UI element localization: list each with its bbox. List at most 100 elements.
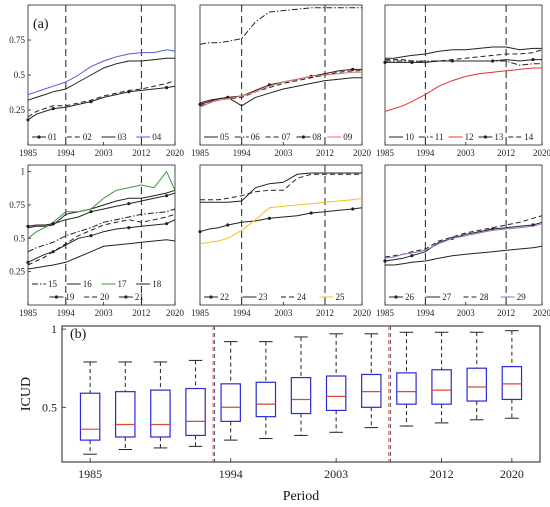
series-point-19 <box>165 222 169 226</box>
x-tick-label: 1985 <box>19 308 38 318</box>
legend-label-25: 25 <box>336 292 346 302</box>
series-line-03 <box>27 57 175 101</box>
box-iqr <box>255 381 277 418</box>
series-point-22 <box>267 216 272 220</box>
x-tick-label: 2020 <box>353 308 372 318</box>
series-point-08 <box>351 67 355 71</box>
series-line-04 <box>27 49 176 96</box>
x-tick-label: 1994 <box>219 467 243 481</box>
x-tick-label: 2020 <box>533 148 550 158</box>
boxplot-panel: 1985 1994 2003 2012 2020 0.5 1 Period ICUD <box>19 322 541 504</box>
box-1985 <box>79 361 101 455</box>
legend-marker-01 <box>37 135 41 139</box>
x-tick-label: 2012 <box>316 308 334 318</box>
x-tick-label: 2012 <box>430 467 454 481</box>
series-point-21 <box>89 210 93 214</box>
box-1994 <box>220 341 241 441</box>
legend-label-03: 03 <box>118 132 128 142</box>
box-iqr <box>501 366 523 401</box>
series-point-21 <box>51 222 55 226</box>
legend-label-23: 23 <box>259 292 269 302</box>
line-panel-6: 1985 1994 2003 2012 2020 26 27 28 29 <box>376 164 550 318</box>
y-tick-label: 0.25 <box>9 105 25 115</box>
legend-label-27: 27 <box>442 292 452 302</box>
x-tick-label: 1994 <box>416 148 435 158</box>
legend-label-05: 05 <box>220 132 230 142</box>
y-tick-label: 0.75 <box>9 35 25 45</box>
series-line-26 <box>384 221 543 262</box>
legend-label-01: 01 <box>48 132 57 142</box>
series-line-08 <box>199 68 362 105</box>
series-line-09 <box>199 71 362 108</box>
series-line-01 <box>27 85 176 121</box>
x-tick-label: 1985 <box>78 467 102 481</box>
legend-label-16: 16 <box>83 279 93 289</box>
series-line-13 <box>385 59 542 63</box>
panel-label-a: (a) <box>33 17 49 32</box>
legend-label-07: 07 <box>282 132 292 142</box>
x-tick-label: 2003 <box>274 148 293 158</box>
x-tick-label: 1994 <box>233 308 252 318</box>
series-line-16 <box>27 189 176 229</box>
x-tick-label: 1985 <box>19 148 38 158</box>
series-line-07 <box>199 70 362 107</box>
x-tick-label: 2012 <box>316 148 334 158</box>
x-tick-label: 1994 <box>233 148 252 158</box>
series-line-24 <box>200 173 362 201</box>
y-tick-label: 1 <box>51 322 57 336</box>
series-line-10 <box>385 46 542 59</box>
series-point-01 <box>51 107 55 111</box>
series-line-19 <box>27 219 176 263</box>
legend-label-08: 08 <box>312 132 322 142</box>
legend-marker-22 <box>209 295 213 299</box>
box-iqr <box>185 387 206 437</box>
x-tick-label: 2003 <box>274 308 293 318</box>
legend-label-14: 14 <box>524 132 534 142</box>
series-point-13 <box>410 60 414 64</box>
series-point-26 <box>410 254 414 258</box>
panel-frame <box>27 4 176 146</box>
series-point-19 <box>26 260 30 264</box>
legend-label-17: 17 <box>118 279 128 289</box>
y-tick-label: 0.5 <box>14 233 26 243</box>
series-point-22 <box>351 207 355 211</box>
box-2003 <box>325 333 347 433</box>
series-point-19 <box>89 234 93 238</box>
x-tick-label: 2020 <box>353 148 372 158</box>
legend-label-24: 24 <box>297 292 307 302</box>
legend-marker-19 <box>54 295 58 299</box>
x-tick-label: 1994 <box>416 308 435 318</box>
legend-label-06: 06 <box>251 132 260 142</box>
legend-label-22: 22 <box>220 292 229 302</box>
series-line-06 <box>199 7 362 45</box>
box-iqr <box>396 372 417 405</box>
x-tick-label: 2003 <box>457 308 476 318</box>
series-line-25 <box>199 197 363 245</box>
series-point-01 <box>26 118 30 122</box>
y-tick-label: 0.25 <box>9 267 25 277</box>
y-tick-label: 0.75 <box>9 200 25 210</box>
box-iqr <box>431 369 452 405</box>
x-tick-label: 2003 <box>95 148 114 158</box>
box-iqr <box>114 391 136 438</box>
series-line-22 <box>199 207 363 233</box>
series-line-23 <box>200 172 362 203</box>
series-point-22 <box>309 211 313 215</box>
legend-label-04: 04 <box>152 132 162 142</box>
x-tick-label: 2003 <box>324 467 348 481</box>
legend-label-19: 19 <box>65 292 75 302</box>
x-tick-label: 2020 <box>500 467 524 481</box>
box-1997 <box>255 341 277 440</box>
panel-frame <box>384 164 543 306</box>
x-tick-label: 2020 <box>533 308 550 318</box>
x-tick-label: 1985 <box>191 308 210 318</box>
x-tick-label: 2012 <box>132 308 150 318</box>
x-tick-label: 2020 <box>166 148 185 158</box>
box-iqr <box>220 383 241 422</box>
series-line-27 <box>385 245 543 266</box>
series-point-22 <box>226 223 230 227</box>
legend-marker-13 <box>483 135 487 139</box>
box-2009 <box>396 331 417 427</box>
